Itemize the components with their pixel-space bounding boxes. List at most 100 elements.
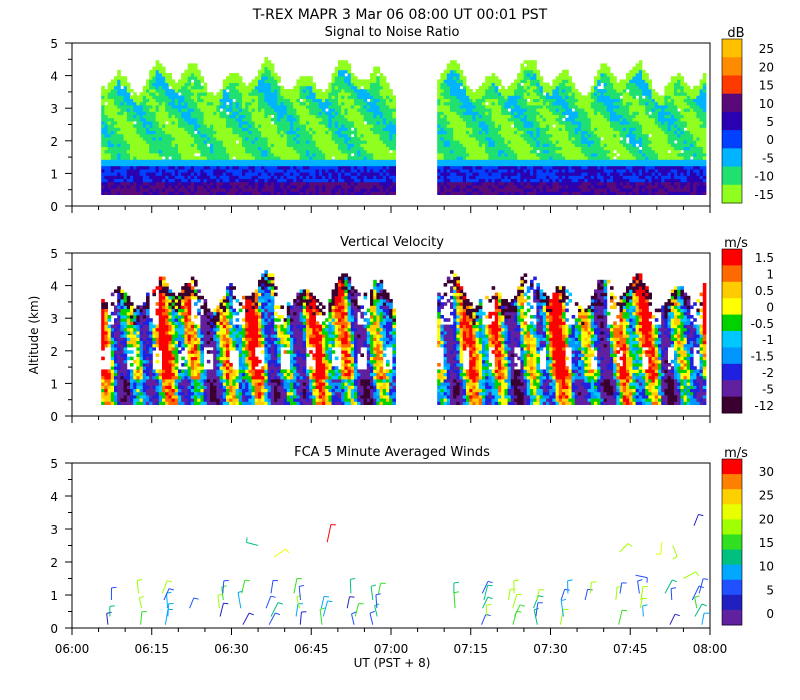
heatmap-cell: [248, 115, 252, 119]
heatmap-cell: [380, 175, 384, 179]
heatmap-cell: [261, 137, 265, 141]
heatmap-cell: [463, 166, 467, 170]
heatmap-cell: [373, 127, 377, 131]
heatmap-cell: [204, 86, 208, 90]
heatmap-cell: [357, 137, 361, 141]
heatmap-cell: [152, 99, 156, 103]
heatmap-cell: [194, 179, 198, 183]
heatmap-cell: [245, 86, 249, 90]
heatmap-cell: [447, 86, 451, 90]
heatmap-cell: [504, 127, 508, 131]
heatmap-cell: [300, 172, 304, 176]
heatmap-cell: [255, 105, 259, 109]
heatmap-cell: [556, 179, 560, 183]
panel-snr: Signal to Noise Ratio 012345 dB 25201510…: [50, 25, 774, 214]
heatmap-cell: [319, 99, 323, 103]
heatmap-cell: [328, 179, 332, 183]
heatmap-cell: [108, 115, 112, 119]
heatmap-cell: [543, 188, 547, 192]
heatmap-cell: [274, 121, 278, 125]
heatmap-cell: [210, 92, 214, 96]
heatmap-cell: [376, 159, 380, 163]
heatmap-cell: [546, 105, 550, 109]
heatmap-cell: [348, 108, 352, 112]
heatmap-cell: [114, 121, 118, 125]
heatmap-cell: [114, 163, 118, 167]
heatmap-cell: [175, 185, 179, 189]
heatmap-cell: [469, 150, 473, 154]
heatmap-cell: [476, 111, 480, 115]
heatmap-cell: [296, 172, 300, 176]
heatmap-cell: [508, 169, 512, 173]
heatmap-cell: [437, 86, 441, 90]
heatmap-cell: [303, 118, 307, 122]
heatmap-cell: [200, 143, 204, 147]
heatmap-cell: [284, 118, 288, 122]
heatmap-cell: [466, 118, 470, 122]
heatmap-cell: [236, 83, 240, 87]
heatmap-cell: [264, 63, 268, 67]
heatmap-cell: [114, 188, 118, 192]
heatmap-cell: [165, 137, 169, 141]
heatmap-cell: [322, 95, 326, 99]
heatmap-cell: [341, 134, 345, 138]
heatmap-cell: [284, 121, 288, 125]
heatmap-cell: [380, 99, 384, 103]
heatmap-cell: [527, 95, 531, 99]
heatmap-cell: [143, 124, 147, 128]
heatmap-cell: [184, 102, 188, 106]
heatmap-cell: [453, 63, 457, 67]
heatmap-cell: [463, 121, 467, 125]
heatmap-cell: [517, 159, 521, 163]
heatmap-cell: [341, 153, 345, 157]
heatmap-cell: [248, 111, 252, 115]
heatmap-cell: [367, 150, 371, 154]
heatmap-cell: [373, 76, 377, 80]
heatmap-cell: [456, 172, 460, 176]
heatmap-cell: [444, 92, 448, 96]
heatmap-cell: [300, 140, 304, 144]
heatmap-cell: [335, 143, 339, 147]
heatmap-cell: [440, 163, 444, 167]
heatmap-cell: [472, 159, 476, 163]
heatmap-cell: [440, 105, 444, 109]
heatmap-cell: [357, 102, 361, 106]
heatmap-cell: [306, 124, 310, 128]
heatmap-cell: [463, 76, 467, 80]
heatmap-cell: [335, 159, 339, 163]
heatmap-cell: [114, 179, 118, 183]
heatmap-cell: [482, 163, 486, 167]
heatmap-cell: [130, 108, 134, 112]
heatmap-cell: [485, 191, 489, 195]
heatmap-cell: [565, 153, 569, 157]
heatmap-cell: [319, 185, 323, 189]
heatmap-cell: [540, 108, 544, 112]
heatmap-cell: [536, 76, 540, 80]
heatmap-cell: [383, 134, 387, 138]
heatmap-cell: [114, 143, 118, 147]
heatmap-cell: [178, 89, 182, 93]
heatmap-cell: [213, 131, 217, 135]
heatmap-cell: [159, 111, 163, 115]
heatmap-cell: [130, 179, 134, 183]
heatmap-cell: [188, 124, 192, 128]
heatmap-cell: [479, 105, 483, 109]
heatmap-cell: [364, 86, 368, 90]
heatmap-cell: [348, 179, 352, 183]
heatmap-cell: [373, 83, 377, 87]
heatmap-cell: [165, 124, 169, 128]
heatmap-cell: [530, 143, 534, 147]
heatmap-cell: [261, 89, 265, 93]
heatmap-cell: [373, 73, 377, 77]
heatmap-cell: [527, 191, 531, 195]
heatmap-cell: [472, 134, 476, 138]
heatmap-cell: [520, 182, 524, 186]
heatmap-cell: [258, 95, 262, 99]
heatmap-cell: [312, 105, 316, 109]
heatmap-cell: [508, 159, 512, 163]
heatmap-cell: [354, 188, 358, 192]
heatmap-cell: [341, 156, 345, 160]
heatmap-cell: [354, 185, 358, 189]
heatmap-cell: [207, 105, 211, 109]
heatmap-cell: [322, 118, 326, 122]
